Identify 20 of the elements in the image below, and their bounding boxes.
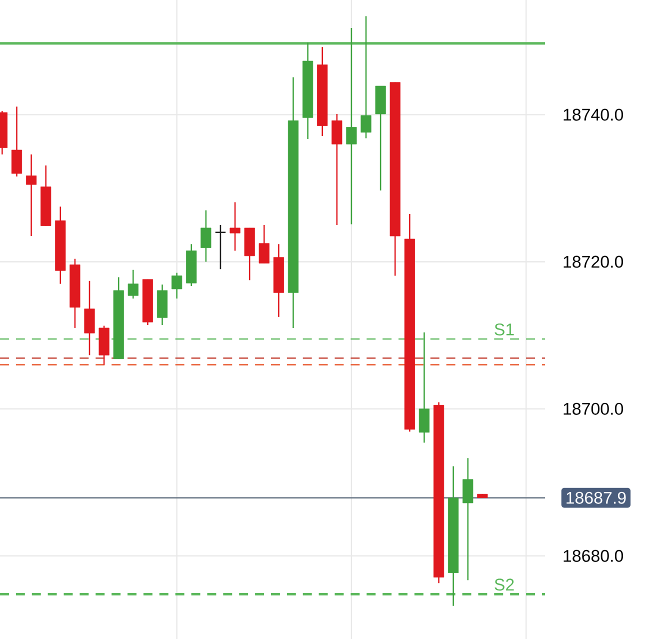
y-tick-label: 18680.0 <box>564 550 624 562</box>
ref-line-label: S2 <box>494 578 514 591</box>
candlestick <box>230 202 240 252</box>
candlestick <box>128 269 138 300</box>
candlestick <box>462 457 474 581</box>
candlestick <box>11 106 22 178</box>
candlestick <box>258 224 270 264</box>
ref-line-label: 18687.9 <box>566 492 626 504</box>
candlestick <box>360 16 372 139</box>
ref-line-label: S1 <box>494 323 514 336</box>
candlestick <box>346 27 357 225</box>
y-tick-label: 18720.0 <box>564 256 624 268</box>
y-tick-label: 18700.0 <box>564 402 624 415</box>
y-tick-label: 18740.0 <box>564 108 624 121</box>
candlestick <box>332 113 342 226</box>
candlestick <box>26 154 37 237</box>
candlestick <box>214 224 226 270</box>
candlestick <box>172 272 182 300</box>
candlestick <box>200 210 212 262</box>
candlestick <box>418 332 430 444</box>
